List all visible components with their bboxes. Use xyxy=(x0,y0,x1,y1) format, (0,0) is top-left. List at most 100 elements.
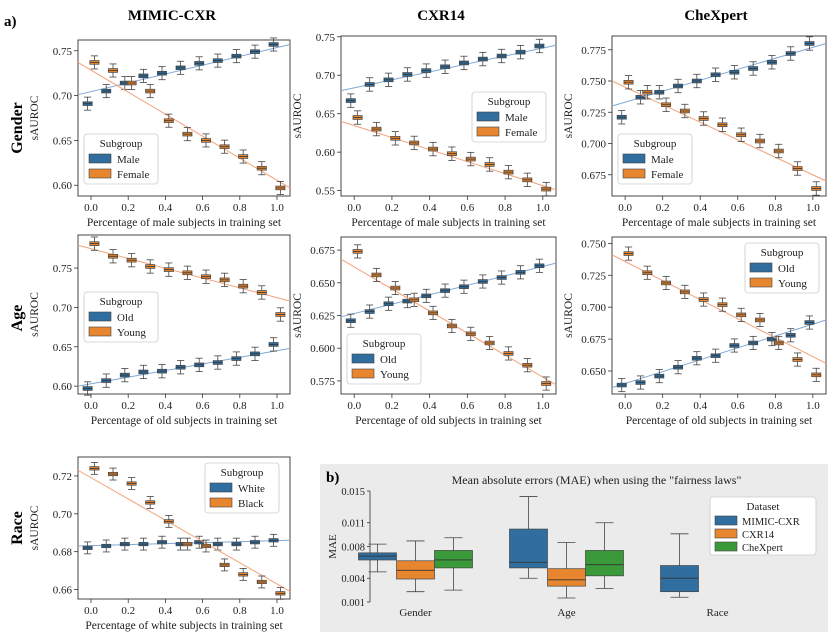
row-title-race: Race xyxy=(9,511,26,545)
legend: Dataset MIMIC-CXR CXR14 CheXpert xyxy=(709,496,817,556)
legend-swatch xyxy=(351,353,375,364)
column-title-chexpert: CheXpert xyxy=(684,8,747,24)
x-tick-label: Age xyxy=(557,607,575,619)
x-axis-label: Percentage of white subjects in training… xyxy=(85,620,283,632)
x-tick-label: 0.8 xyxy=(233,400,247,412)
legend-label: Old xyxy=(778,263,795,275)
legend-label: Male xyxy=(651,154,674,166)
y-tick-label: 0.72 xyxy=(53,471,72,483)
legend-label: Female xyxy=(651,169,683,181)
chart-title: Mean absolute errors (MAE) when using th… xyxy=(452,473,742,487)
legend-swatch xyxy=(714,528,738,539)
y-tick-label: 0.65 xyxy=(53,135,73,147)
x-tick-label: 0.4 xyxy=(423,400,437,412)
legend: Subgroup White Black xyxy=(204,462,280,514)
x-tick-label: 0.0 xyxy=(618,202,632,214)
y-tick-label: 0.650 xyxy=(581,366,606,378)
legend-swatch xyxy=(209,482,233,493)
y-tick-label: 0.675 xyxy=(581,170,606,182)
x-tick-label: 0.6 xyxy=(196,400,210,412)
legend-label: CheXpert xyxy=(742,543,783,554)
y-tick-label: 0.001 xyxy=(341,598,365,609)
x-tick-label: 0.8 xyxy=(233,202,247,214)
x-tick-label: 0.2 xyxy=(656,400,670,412)
x-tick-label: 1.0 xyxy=(806,400,820,412)
y-tick-label: 0.70 xyxy=(53,302,73,314)
chart-chexpert-age: 0.0 0.2 0.4 0.6 0.8 1.0 0.650 0.675 0.700 0.725 0.… xyxy=(563,236,827,427)
chart-chexpert-gender: 0.0 0.2 0.4 0.6 0.8 1.0 0.675 0.700 0.725 0.750 0.… xyxy=(563,35,827,229)
legend-title: Subgroup xyxy=(761,247,804,259)
legend-label: Female xyxy=(505,127,537,139)
legend-label: Black xyxy=(238,498,264,510)
y-axis-label: MAE xyxy=(327,534,339,559)
x-tick-label: 0.4 xyxy=(159,605,173,617)
x-tick-label: 0.6 xyxy=(460,202,474,214)
y-tick-label: 0.675 xyxy=(581,334,606,346)
y-tick-label: 0.70 xyxy=(316,70,336,82)
x-tick-label: 0.4 xyxy=(423,202,437,214)
x-tick-label: 0.8 xyxy=(768,202,782,214)
chart-cxr14-age: 0.0 0.2 0.4 0.6 0.8 1.0 0.575 0.600 0.625 0.650 0.… xyxy=(292,236,557,427)
panel-b-label: b) xyxy=(326,470,339,486)
chart-cxr14-gender: 0.0 0.2 0.4 0.6 0.8 1.0 0.55 0.60 0.65 0.70 0.75 Pe… xyxy=(292,32,557,229)
y-axis-label: sAUROC xyxy=(292,93,304,138)
x-tick-label: 0.0 xyxy=(84,202,98,214)
x-tick-label: 0.0 xyxy=(618,400,632,412)
legend-label: Old xyxy=(380,354,397,366)
legend-label: Male xyxy=(505,112,528,124)
x-tick-label: 0.6 xyxy=(731,400,745,412)
mae-box-cxr14 xyxy=(547,568,586,587)
x-tick-label: 0.6 xyxy=(731,202,745,214)
legend-label: CXR14 xyxy=(742,530,775,541)
y-tick-label: 0.004 xyxy=(341,574,365,585)
y-axis-label: sAUROC xyxy=(29,95,41,140)
legend-swatch xyxy=(622,153,646,164)
legend-swatch xyxy=(88,311,112,322)
legend-swatch xyxy=(476,126,500,137)
x-tick-label: 0.8 xyxy=(233,605,247,617)
legend-swatch xyxy=(88,326,112,337)
legend-swatch xyxy=(351,368,375,379)
x-tick-label: 0.0 xyxy=(347,202,361,214)
legend-frame xyxy=(709,496,817,556)
x-axis-label: Percentage of male subjects in training … xyxy=(351,217,546,229)
x-tick-label: 0.2 xyxy=(121,400,135,412)
y-tick-label: 0.60 xyxy=(53,381,73,393)
x-axis-label: Percentage of male subjects in training … xyxy=(87,217,282,229)
legend-swatch xyxy=(714,515,738,526)
x-tick-label: 1.0 xyxy=(270,202,284,214)
x-tick-label: 0.2 xyxy=(656,202,670,214)
y-tick-label: 0.65 xyxy=(316,109,336,121)
legend-label: Old xyxy=(117,312,134,324)
x-axis-label: Percentage of male subjects in training … xyxy=(622,217,817,229)
x-tick-label: 0.4 xyxy=(159,400,173,412)
fit-line-black xyxy=(77,469,291,592)
y-tick-label: 0.70 xyxy=(53,509,73,521)
y-tick-label: 0.575 xyxy=(310,376,335,388)
x-tick-label: 0.0 xyxy=(347,400,361,412)
x-tick-label: 0.6 xyxy=(196,605,210,617)
legend-swatch xyxy=(749,277,773,288)
column-title-mimic: MIMIC-CXR xyxy=(128,8,216,24)
x-tick-label: 0.0 xyxy=(84,400,98,412)
y-tick-label: 0.015 xyxy=(341,487,365,498)
y-tick-label: 0.650 xyxy=(310,278,335,290)
legend: Subgroup Male Female xyxy=(83,133,159,185)
legend-title: Subgroup xyxy=(488,96,531,108)
legend-label: Female xyxy=(117,169,149,181)
x-axis-label: Percentage of old subjects in training s… xyxy=(626,415,813,427)
legend: Subgroup Male Female xyxy=(471,91,547,143)
legend-swatch xyxy=(476,111,500,122)
column-title-cxr14: CXR14 xyxy=(417,8,465,24)
x-tick-label: 0.2 xyxy=(385,400,399,412)
legend-title: Subgroup xyxy=(634,138,677,150)
y-axis-label: sAUROC xyxy=(29,505,41,550)
x-tick-label: 0.0 xyxy=(84,605,98,617)
x-tick-label: 0.4 xyxy=(159,202,173,214)
legend: Subgroup Male Female xyxy=(617,133,693,185)
chart-mimic-race: 0.0 0.2 0.4 0.6 0.8 1.0 0.66 0.68 0.70 0.72 Percen… xyxy=(29,456,291,632)
y-tick-label: 0.008 xyxy=(341,543,365,554)
y-tick-label: 0.725 xyxy=(581,107,606,119)
mae-box-chexpert xyxy=(585,550,624,577)
y-tick-label: 0.775 xyxy=(581,45,606,57)
